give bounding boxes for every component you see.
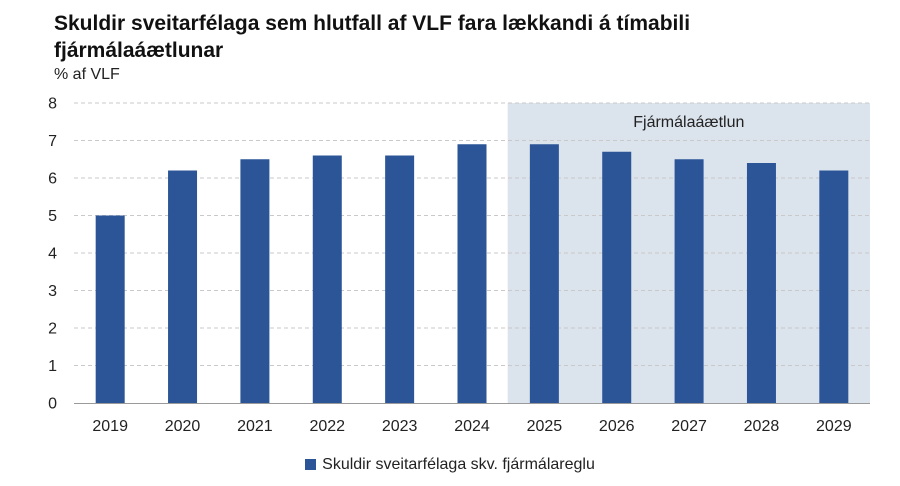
chart-title: Skuldir sveitarfélaga sem hlutfall af VL… bbox=[54, 12, 691, 62]
x-tick-label: 2023 bbox=[382, 418, 418, 435]
y-tick-label: 4 bbox=[48, 246, 57, 263]
bar bbox=[602, 151, 632, 403]
bar bbox=[674, 159, 704, 403]
y-tick-label: 3 bbox=[48, 283, 57, 300]
y-tick-label: 6 bbox=[48, 171, 57, 188]
bar bbox=[746, 163, 776, 403]
bar bbox=[385, 155, 415, 403]
x-tick-label: 2020 bbox=[165, 418, 201, 435]
x-tick-label: 2027 bbox=[671, 418, 707, 435]
bar bbox=[240, 159, 270, 403]
bar bbox=[312, 155, 342, 403]
y-axis-label: % af VLF bbox=[54, 66, 120, 83]
x-tick-label: 2022 bbox=[309, 418, 345, 435]
y-tick-label: 1 bbox=[48, 358, 57, 375]
x-tick-label: 2026 bbox=[599, 418, 635, 435]
x-tick-label: 2028 bbox=[744, 418, 780, 435]
bar bbox=[529, 144, 559, 403]
x-tick-label: 2024 bbox=[454, 418, 490, 435]
x-tick-label: 2021 bbox=[237, 418, 273, 435]
bar bbox=[95, 215, 125, 403]
y-tick-label: 2 bbox=[48, 321, 57, 338]
x-tick-label: 2025 bbox=[527, 418, 563, 435]
bar-chart: Fjármálaáætlun 0 1 2 3 4 5 6 7 8 2019 2020 2021 2022 2… bbox=[48, 96, 870, 435]
bar bbox=[457, 144, 487, 403]
forecast-region-label: Fjármálaáætlun bbox=[633, 114, 744, 131]
x-tick-label: 2019 bbox=[92, 418, 128, 435]
legend: Skuldir sveitarfélaga skv. fjármálareglu bbox=[0, 456, 900, 474]
legend-swatch bbox=[305, 459, 317, 470]
y-tick-label: 8 bbox=[48, 96, 57, 113]
y-tick-label: 7 bbox=[48, 133, 57, 150]
bar bbox=[168, 170, 198, 403]
legend-label: Skuldir sveitarfélaga skv. fjármálareglu bbox=[322, 456, 595, 473]
x-tick-label: 2029 bbox=[816, 418, 852, 435]
bar bbox=[819, 170, 849, 403]
y-tick-label: 0 bbox=[48, 396, 57, 413]
y-tick-label: 5 bbox=[48, 208, 57, 225]
